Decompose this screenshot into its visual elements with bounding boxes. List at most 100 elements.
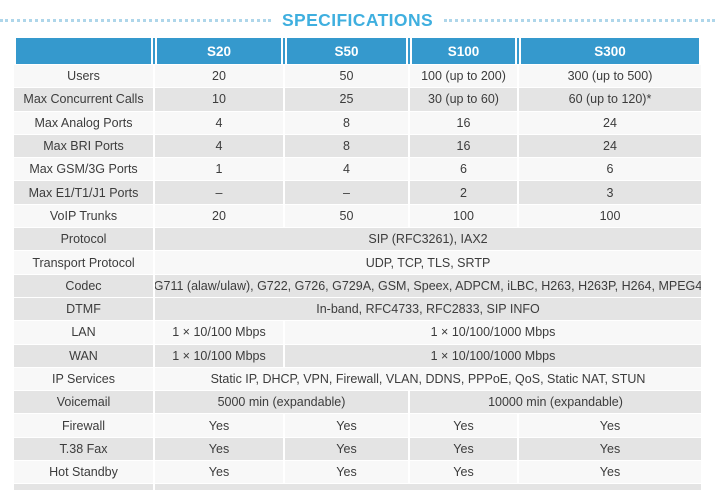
cell-s300: 24 bbox=[519, 111, 701, 134]
row-label: Codec bbox=[14, 274, 153, 297]
row-label: Max Concurrent Calls bbox=[14, 88, 153, 111]
cell-s20-s50: 5000 min (expandable) bbox=[155, 391, 408, 414]
cell-all-models: In-band, RFC4733, RFC2833, SIP INFO bbox=[155, 297, 701, 321]
cell-s300: 300 (up to 500) bbox=[519, 65, 701, 88]
cell-s300: 3 bbox=[519, 181, 701, 204]
spec-row-firewall: Firewall Yes Yes Yes Yes bbox=[14, 414, 701, 437]
spec-row-ip-services: IP Services Static IP, DHCP, VPN, Firewa… bbox=[14, 367, 701, 391]
cell-s20: – bbox=[155, 181, 283, 204]
spec-row-users: Users 20 50 100 (up to 200) 300 (up to 5… bbox=[14, 65, 701, 88]
row-label: Max GSM/3G Ports bbox=[14, 158, 153, 181]
spec-row-codec: Codec G711 (alaw/ulaw), G722, G726, G729… bbox=[14, 274, 701, 297]
cell-s20: 1 × 10/100 Mbps bbox=[155, 344, 283, 367]
cell-s50-s100-s300: 1 × 10/100/1000 Mbps bbox=[285, 321, 701, 344]
page-title: SPECIFICATIONS bbox=[281, 9, 434, 30]
cell-s300: 6 bbox=[519, 158, 701, 181]
spec-row-max-analog-ports: Max Analog Ports 4 8 16 24 bbox=[14, 111, 701, 134]
cell-s100: 30 (up to 60) bbox=[410, 88, 517, 111]
cell-all-models: G711 (alaw/ulaw), G722, G726, G729A, GSM… bbox=[155, 274, 701, 297]
row-label bbox=[14, 484, 153, 490]
spec-row-lan: LAN 1 × 10/100 Mbps 1 × 10/100/1000 Mbps bbox=[14, 321, 701, 344]
row-label: Max Analog Ports bbox=[14, 111, 153, 134]
spec-row-transport-protocol: Transport Protocol UDP, TCP, TLS, SRTP bbox=[14, 251, 701, 274]
cell-s300: Yes bbox=[519, 414, 701, 437]
column-header-s20: S20 bbox=[155, 38, 283, 64]
spec-row-dtmf: DTMF In-band, RFC4733, RFC2833, SIP INFO bbox=[14, 297, 701, 321]
cell-s100: 6 bbox=[410, 158, 517, 181]
cell-s50: 4 bbox=[285, 158, 408, 181]
row-label: LAN bbox=[14, 321, 153, 344]
row-label: Max BRI Ports bbox=[14, 134, 153, 158]
spec-row-protocol: Protocol SIP (RFC3261), IAX2 bbox=[14, 228, 701, 251]
cell-s100: Yes bbox=[410, 461, 517, 484]
cell-s100: Yes bbox=[410, 437, 517, 461]
dotted-divider-right bbox=[444, 18, 715, 22]
section-title-bar: SPECIFICATIONS bbox=[0, 6, 715, 34]
spec-row-voip-trunks: VoIP Trunks 20 50 100 100 bbox=[14, 204, 701, 228]
column-header-s300: S300 bbox=[519, 38, 701, 64]
spec-row-wan: WAN 1 × 10/100 Mbps 1 × 10/100/1000 Mbps bbox=[14, 344, 701, 367]
column-header-s100: S100 bbox=[410, 38, 517, 64]
cell-s300: 24 bbox=[519, 134, 701, 158]
cell-all-models: SIP (RFC3261), IAX2 bbox=[155, 228, 701, 251]
cell-s100: 100 (up to 200) bbox=[410, 65, 517, 88]
spec-table: S20 S50 S100 S300 Users 20 50 100 (up to… bbox=[14, 38, 701, 490]
cell-s20: Yes bbox=[155, 437, 283, 461]
cell-s50: Yes bbox=[285, 414, 408, 437]
row-label: Max E1/T1/J1 Ports bbox=[14, 181, 153, 204]
cell-all-models: UDP, TCP, TLS, SRTP bbox=[155, 251, 701, 274]
cell-s50: Yes bbox=[285, 461, 408, 484]
table-header-row: S20 S50 S100 S300 bbox=[14, 38, 701, 64]
cell-s20: 20 bbox=[155, 204, 283, 228]
cell-s50: 8 bbox=[285, 134, 408, 158]
dotted-divider-left bbox=[0, 18, 271, 22]
row-label: Firewall bbox=[14, 414, 153, 437]
row-label: Voicemail bbox=[14, 391, 153, 414]
cell-s20: Yes bbox=[155, 414, 283, 437]
row-label: IP Services bbox=[14, 367, 153, 391]
cell-s50: – bbox=[285, 181, 408, 204]
row-label: DTMF bbox=[14, 297, 153, 321]
cell-s300: 60 (up to 120)* bbox=[519, 88, 701, 111]
cell-s100: Yes bbox=[410, 414, 517, 437]
cell-s50: 8 bbox=[285, 111, 408, 134]
row-label: WAN bbox=[14, 344, 153, 367]
spec-row-max-gsm-3g-ports: Max GSM/3G Ports 1 4 6 6 bbox=[14, 158, 701, 181]
cell-s300: 100 bbox=[519, 204, 701, 228]
spec-row-partial-cutoff bbox=[14, 484, 701, 490]
row-label: T.38 Fax bbox=[14, 437, 153, 461]
cell-s20: 20 bbox=[155, 65, 283, 88]
spec-row-t38-fax: T.38 Fax Yes Yes Yes Yes bbox=[14, 437, 701, 461]
cell-s50: Yes bbox=[285, 437, 408, 461]
column-header-s50: S50 bbox=[285, 38, 408, 64]
column-header-blank bbox=[14, 38, 153, 64]
cell-s100: 16 bbox=[410, 111, 517, 134]
cell-s100: 16 bbox=[410, 134, 517, 158]
cell-s20: Yes bbox=[155, 461, 283, 484]
spec-row-hot-standby: Hot Standby Yes Yes Yes Yes bbox=[14, 461, 701, 484]
row-label: VoIP Trunks bbox=[14, 204, 153, 228]
cell-s20: 1 bbox=[155, 158, 283, 181]
spec-row-voicemail: Voicemail 5000 min (expandable) 10000 mi… bbox=[14, 391, 701, 414]
row-label: Hot Standby bbox=[14, 461, 153, 484]
row-label: Transport Protocol bbox=[14, 251, 153, 274]
cell-s20: 4 bbox=[155, 134, 283, 158]
cell-s100-s300: 10000 min (expandable) bbox=[410, 391, 701, 414]
cell-all-models bbox=[155, 484, 701, 490]
cell-s50: 50 bbox=[285, 65, 408, 88]
cell-all-models: Static IP, DHCP, VPN, Firewall, VLAN, DD… bbox=[155, 367, 701, 391]
row-label: Protocol bbox=[14, 228, 153, 251]
row-label: Users bbox=[14, 65, 153, 88]
cell-s100: 100 bbox=[410, 204, 517, 228]
cell-s300: Yes bbox=[519, 461, 701, 484]
spec-row-max-e1-t1-j1-ports: Max E1/T1/J1 Ports – – 2 3 bbox=[14, 181, 701, 204]
spec-row-max-bri-ports: Max BRI Ports 4 8 16 24 bbox=[14, 134, 701, 158]
spec-row-max-concurrent-calls: Max Concurrent Calls 10 25 30 (up to 60)… bbox=[14, 88, 701, 111]
cell-s20: 10 bbox=[155, 88, 283, 111]
cell-s100: 2 bbox=[410, 181, 517, 204]
cell-s50: 25 bbox=[285, 88, 408, 111]
cell-s50: 50 bbox=[285, 204, 408, 228]
cell-s50-s100-s300: 1 × 10/100/1000 Mbps bbox=[285, 344, 701, 367]
cell-s20: 4 bbox=[155, 111, 283, 134]
